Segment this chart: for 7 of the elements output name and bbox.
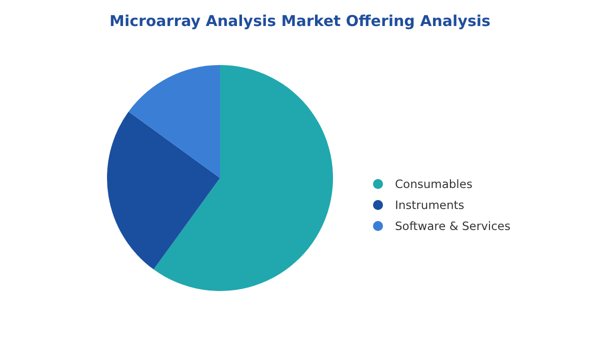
pie-slice [107,112,220,270]
pie-slice [128,65,220,178]
legend-label: Instruments [395,198,464,212]
legend-label: Consumables [395,176,472,190]
chart-title: Microarray Analysis Market Offering Analysis [108,12,492,30]
legend-label: Software & Services [395,218,510,232]
pie-slice [154,65,333,291]
